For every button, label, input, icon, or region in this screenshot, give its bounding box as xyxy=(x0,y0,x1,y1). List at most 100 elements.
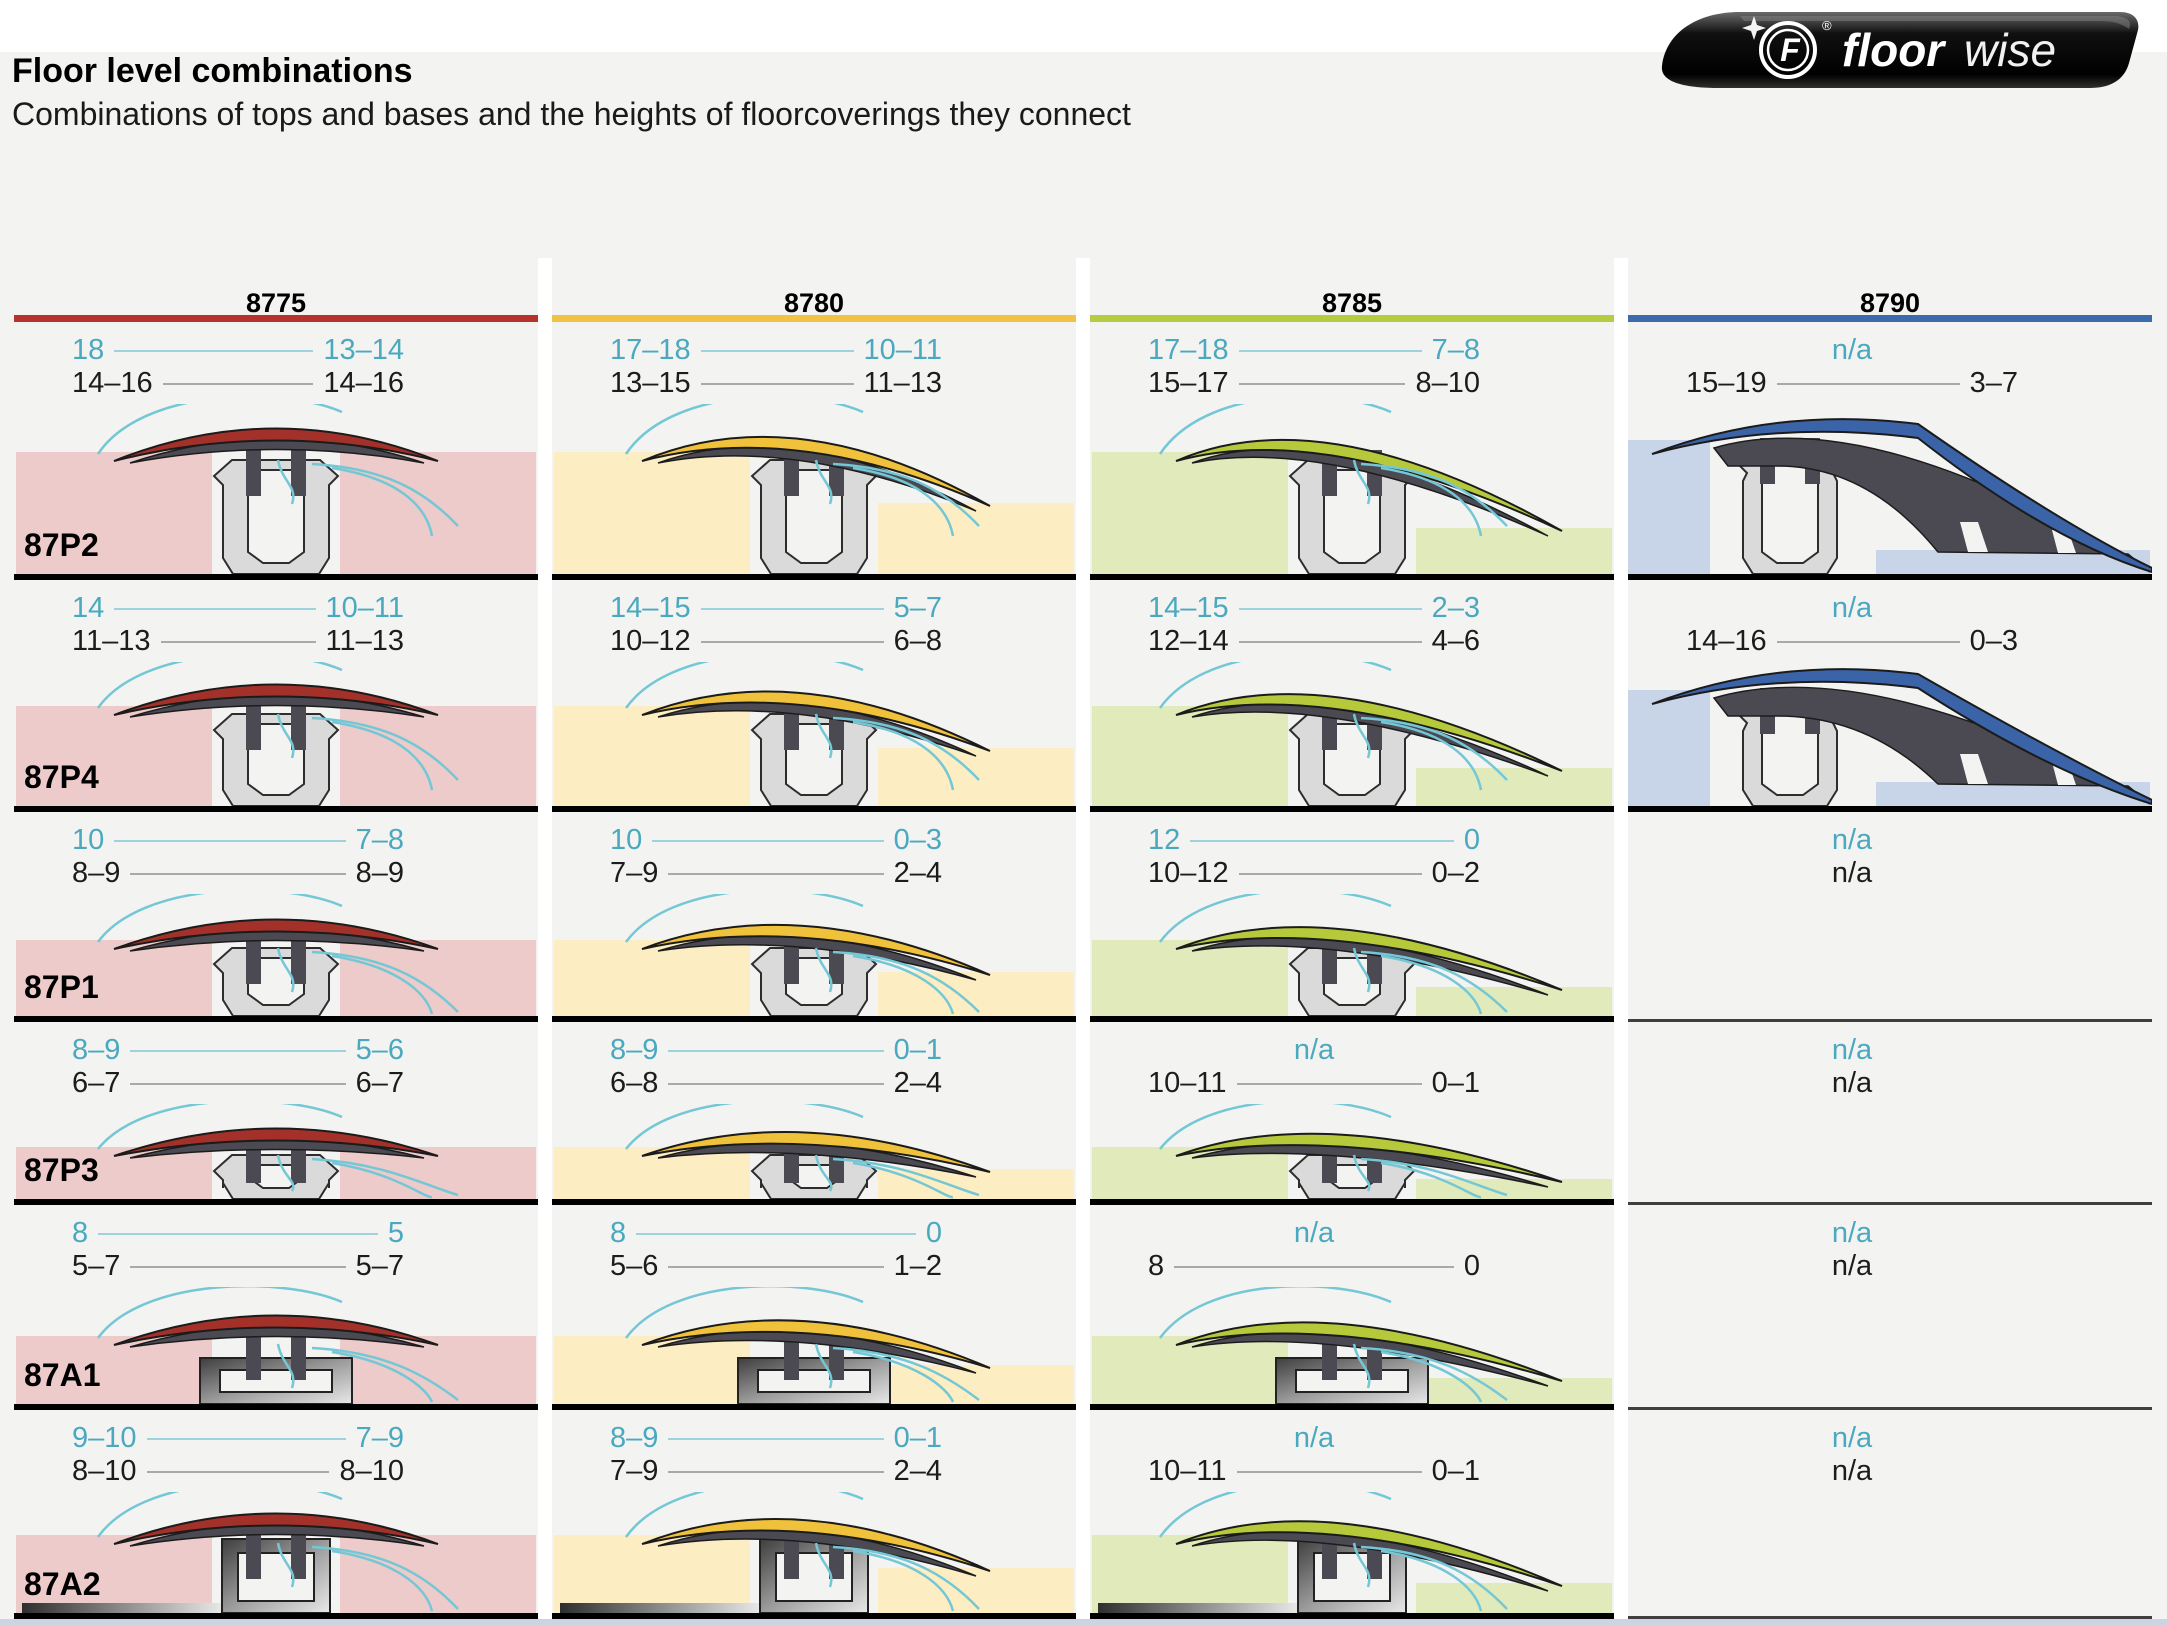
height-range-na: n/a xyxy=(1293,1034,1335,1066)
teal-range-row: n/a xyxy=(1686,1034,2018,1067)
profile-cap xyxy=(1175,1520,1563,1587)
height-range-right: 2–4 xyxy=(893,1067,942,1099)
height-ranges: n/a 15–19 3–7 xyxy=(1686,334,2018,400)
range-connector xyxy=(1776,640,1960,643)
black-range-row: 12–14 4–6 xyxy=(1148,625,1480,658)
teal-range-row: 8–9 5–6 xyxy=(72,1034,404,1067)
base-plate xyxy=(22,1603,222,1613)
height-range-right: 2–4 xyxy=(893,857,942,889)
profile-cap xyxy=(1651,668,2152,806)
floorcovering-left xyxy=(554,940,750,1016)
logo-emblem-outer xyxy=(1759,21,1817,79)
cross-section-diagram xyxy=(552,1104,1076,1205)
cross-section-diagram xyxy=(1090,894,1614,1022)
height-ranges: 17–18 10–11 13–15 11–13 xyxy=(610,334,942,400)
height-range-right: 7–8 xyxy=(1431,334,1480,366)
height-range-left: 8–10 xyxy=(72,1455,137,1487)
height-ranges: 14–15 2–3 12–14 4–6 xyxy=(1148,592,1480,658)
column-header: 8775 xyxy=(14,288,538,322)
height-ranges: n/a n/a xyxy=(1686,1217,2018,1283)
cross-section-diagram xyxy=(1090,1104,1614,1205)
range-connector xyxy=(160,640,316,643)
height-range-right: 2–3 xyxy=(1431,592,1480,624)
combination-cell: 8–9 0–1 7–9 2–4 xyxy=(552,1410,1076,1619)
bottom-edge-strip xyxy=(0,1619,2167,1625)
profile-cap xyxy=(641,690,991,752)
range-connector xyxy=(146,1470,330,1473)
height-ranges: 8–9 0–1 7–9 2–4 xyxy=(610,1422,942,1488)
black-range-row: 6–8 2–4 xyxy=(610,1067,942,1100)
cross-section-diagram xyxy=(14,894,538,1022)
black-range-row: 15–19 3–7 xyxy=(1686,367,2018,400)
floorcovering-left xyxy=(554,452,750,574)
height-range-left: 14–15 xyxy=(610,592,691,624)
brand-floor: floor xyxy=(1842,24,1946,76)
baseline-bar xyxy=(14,806,538,812)
height-range-right: 2–4 xyxy=(893,1455,942,1487)
combination-cell: 8 5 5–7 5–7 87A1 xyxy=(14,1205,538,1410)
floorcovering-left xyxy=(1092,940,1288,1016)
cross-section-diagram xyxy=(1090,1492,1614,1619)
height-range-left: 8–9 xyxy=(72,857,121,889)
profile-cap xyxy=(113,427,439,462)
column-accent-line xyxy=(1090,315,1614,322)
cross-section-diagram xyxy=(1090,662,1614,812)
range-connector xyxy=(1238,607,1422,610)
height-range-right: 4–6 xyxy=(1431,625,1480,657)
range-connector xyxy=(668,1437,884,1440)
range-connector xyxy=(668,1265,884,1268)
height-range-left: 5–7 xyxy=(72,1250,121,1282)
height-range-right: 0–1 xyxy=(1431,1067,1480,1099)
height-ranges: 10 0–3 7–9 2–4 xyxy=(610,824,942,890)
teal-range-row: 17–18 10–11 xyxy=(610,334,942,367)
black-range-row: 8–10 8–10 xyxy=(72,1455,404,1488)
brand-wise: wise xyxy=(1964,24,2056,76)
combination-cell: n/a 10–11 0–1 xyxy=(1090,1410,1614,1619)
teal-range-row: n/a xyxy=(1148,1217,1480,1250)
range-connector xyxy=(130,872,346,875)
combinations-grid: 8775 18 13–14 14–16 14–16 87P2 14 10–11 11–13 11–… xyxy=(0,288,2167,1619)
height-range-left: 10–12 xyxy=(1148,857,1229,889)
baseline-bar xyxy=(552,806,1076,812)
height-range-left: 8–9 xyxy=(610,1034,659,1066)
base-channel-alu xyxy=(737,1357,891,1405)
column-header: 8790 xyxy=(1628,288,2152,322)
range-connector xyxy=(1236,1082,1422,1085)
baseline-bar xyxy=(1628,574,2152,580)
row-label: 87A2 xyxy=(24,1566,101,1602)
baseline-bar xyxy=(14,1404,538,1410)
cross-section-diagram xyxy=(552,894,1076,1022)
height-range-right: 13–14 xyxy=(323,334,404,366)
column-8780: 8780 17–18 10–11 13–15 11–13 14–15 5–7 10–12 6–8… xyxy=(552,288,1076,1619)
height-range-na: n/a xyxy=(1831,1067,1873,1099)
range-connector xyxy=(130,1082,346,1085)
height-range-right: 10–11 xyxy=(325,592,405,624)
column-header-label: 8775 xyxy=(245,288,307,318)
floorcovering-left xyxy=(1092,706,1288,806)
height-range-left: 13–15 xyxy=(610,367,691,399)
height-range-left: 10 xyxy=(610,824,643,856)
cross-section-diagram xyxy=(14,662,538,812)
cross-section-diagram xyxy=(1090,404,1614,580)
height-range-right: 5–7 xyxy=(893,592,942,624)
floorcovering-right xyxy=(1416,987,1612,1016)
combination-cell: 17–18 10–11 13–15 11–13 xyxy=(552,322,1076,580)
column-gap xyxy=(1076,258,1090,1619)
profile-cap xyxy=(1175,1132,1563,1183)
base-channel xyxy=(212,713,340,807)
combination-cell: 14–15 5–7 10–12 6–8 xyxy=(552,580,1076,812)
profile-cap xyxy=(641,923,991,976)
black-range-row: n/a xyxy=(1686,1067,2018,1100)
range-connector xyxy=(114,349,314,352)
column-header: 8780 xyxy=(552,288,1076,322)
profile-cap xyxy=(113,1314,439,1346)
height-ranges: 17–18 7–8 15–17 8–10 xyxy=(1148,334,1480,400)
baseline-bar xyxy=(1090,574,1614,580)
base-channel-alu xyxy=(199,1357,353,1405)
teal-range-row: 9–10 7–9 xyxy=(72,1422,404,1455)
logo-emblem-inner xyxy=(1766,28,1810,72)
floorcovering-right xyxy=(340,940,536,1016)
profile-cap xyxy=(113,918,439,950)
floorcovering-right xyxy=(1416,1583,1612,1613)
